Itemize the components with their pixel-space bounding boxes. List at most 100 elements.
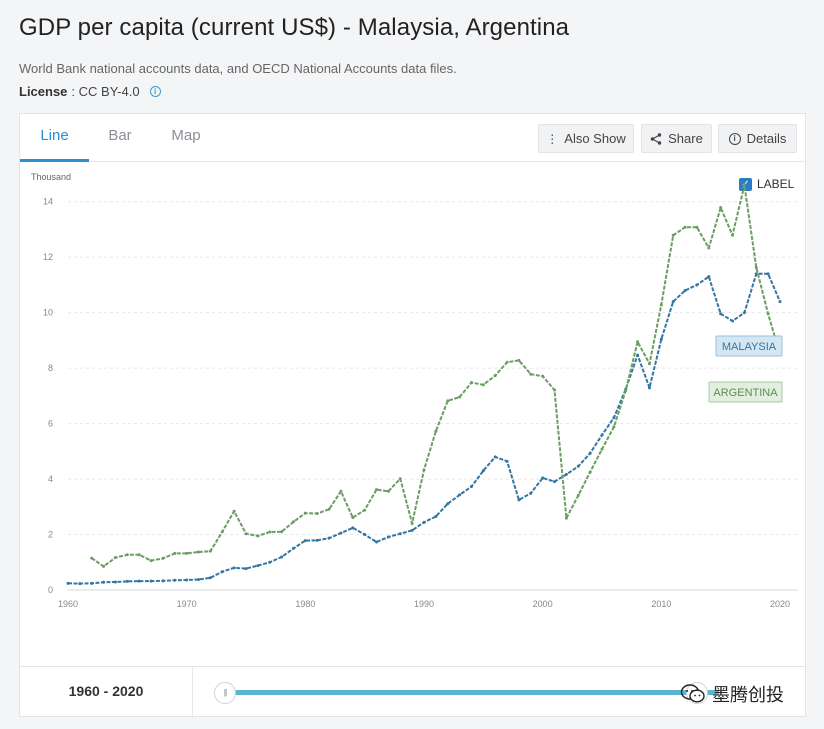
data-point-argentina xyxy=(244,532,248,536)
range-footer: 1960 - 2020 ||| ||| xyxy=(19,666,806,717)
data-point-argentina xyxy=(600,447,604,451)
line-chart: Thousand 0 2 4 6 8 10 12 14 1960 1970 1980 1990 2000 2… xyxy=(31,172,798,609)
data-point-malaysia xyxy=(149,579,153,583)
data-point-malaysia xyxy=(422,520,426,524)
series-label-box-argentina xyxy=(708,381,783,403)
data-point-argentina xyxy=(102,564,106,568)
info-circle-icon: i xyxy=(728,132,741,145)
x-tick-label: 2010 xyxy=(651,599,671,609)
data-point-argentina xyxy=(280,530,284,534)
series-label-malaysia: MALAYSIA xyxy=(722,341,777,353)
data-point-argentina xyxy=(149,559,153,563)
data-point-argentina xyxy=(137,553,141,557)
vertical-dots-icon: ⋮ xyxy=(546,131,559,146)
also-show-button[interactable]: ⋮ Also Show xyxy=(538,124,634,153)
data-point-malaysia xyxy=(529,491,533,495)
data-point-malaysia xyxy=(161,579,165,583)
share-button[interactable]: Share xyxy=(641,124,712,153)
details-button[interactable]: i Details xyxy=(718,124,797,153)
data-point-argentina xyxy=(707,246,711,250)
range-slider-start-handle[interactable]: ||| xyxy=(214,682,236,704)
data-point-malaysia xyxy=(695,283,699,287)
data-point-malaysia xyxy=(410,528,414,532)
data-point-argentina xyxy=(683,225,687,229)
data-point-malaysia xyxy=(291,546,295,550)
share-icon xyxy=(650,132,662,145)
also-show-label: Also Show xyxy=(564,131,626,146)
tab-map[interactable]: Map xyxy=(171,127,201,144)
watermark: 墨腾创投 xyxy=(680,681,784,707)
data-point-argentina xyxy=(517,358,521,362)
data-point-argentina xyxy=(742,183,746,187)
data-point-malaysia xyxy=(731,319,735,323)
data-point-argentina xyxy=(553,388,557,392)
data-point-malaysia xyxy=(363,533,367,537)
data-point-argentina xyxy=(731,233,735,237)
data-point-argentina xyxy=(410,521,414,525)
data-point-argentina xyxy=(446,399,450,403)
tab-line[interactable]: Line xyxy=(20,114,89,162)
data-point-malaysia xyxy=(327,536,331,540)
data-point-argentina xyxy=(208,549,212,553)
data-point-argentina xyxy=(564,516,568,520)
y-tick-label: 14 xyxy=(43,197,53,207)
data-point-argentina xyxy=(125,553,129,557)
data-point-argentina xyxy=(541,374,545,378)
tab-bar[interactable]: Bar xyxy=(108,127,132,144)
y-tick-label: 6 xyxy=(48,419,53,429)
data-point-malaysia xyxy=(541,476,545,480)
label-toggle-text: LABEL xyxy=(757,177,795,191)
data-point-argentina xyxy=(220,530,224,534)
data-point-malaysia xyxy=(125,579,129,583)
watermark-text: 墨腾创投 xyxy=(712,685,784,706)
data-point-argentina xyxy=(636,340,640,344)
data-point-malaysia xyxy=(113,580,117,584)
data-point-malaysia xyxy=(707,275,711,279)
data-point-argentina xyxy=(303,511,307,515)
data-point-argentina xyxy=(505,360,509,364)
data-point-malaysia xyxy=(66,581,70,585)
page-title: GDP per capita (current US$) - Malaysia,… xyxy=(19,14,570,41)
series-line-argentina xyxy=(91,184,781,568)
data-point-malaysia xyxy=(778,300,782,304)
data-point-argentina xyxy=(766,312,770,316)
data-point-malaysia xyxy=(268,560,272,564)
y-tick-label: 0 xyxy=(48,585,53,595)
label-checkbox[interactable]: ✓ xyxy=(739,177,752,191)
data-point-malaysia xyxy=(481,469,485,473)
series-label-argentina: ARGENTINA xyxy=(713,387,778,399)
data-point-argentina xyxy=(256,534,260,538)
data-point-malaysia xyxy=(683,288,687,292)
data-point-malaysia xyxy=(517,498,521,502)
data-point-argentina xyxy=(339,489,343,493)
data-point-argentina xyxy=(386,489,390,493)
data-point-malaysia xyxy=(375,540,379,544)
data-point-malaysia xyxy=(659,337,663,341)
data-point-malaysia xyxy=(588,451,592,455)
license-row: License : CC BY-4.0 i xyxy=(19,84,161,99)
data-point-malaysia xyxy=(220,570,224,574)
data-point-malaysia xyxy=(137,579,141,583)
range-slider-track[interactable] xyxy=(224,690,719,695)
data-point-argentina xyxy=(315,511,319,515)
data-point-argentina xyxy=(422,468,426,472)
data-point-argentina xyxy=(588,470,592,474)
data-point-argentina xyxy=(671,233,675,237)
data-point-malaysia xyxy=(90,581,94,585)
data-point-argentina xyxy=(612,425,616,429)
data-point-malaysia xyxy=(78,582,82,586)
data-point-argentina xyxy=(469,381,473,385)
label-toggle[interactable]: ✓ LABEL xyxy=(739,177,794,191)
data-point-malaysia xyxy=(446,502,450,506)
data-point-argentina xyxy=(197,550,201,554)
data-point-malaysia xyxy=(280,555,284,559)
data-point-argentina xyxy=(185,551,189,555)
data-point-argentina xyxy=(754,265,758,269)
data-point-malaysia xyxy=(303,539,307,543)
info-icon[interactable]: i xyxy=(149,86,161,97)
data-point-malaysia xyxy=(315,538,319,542)
data-point-malaysia xyxy=(185,578,189,582)
license-label: License xyxy=(19,84,68,99)
source-text: World Bank national accounts data, and O… xyxy=(19,61,457,76)
x-tick-label: 1990 xyxy=(414,599,434,609)
